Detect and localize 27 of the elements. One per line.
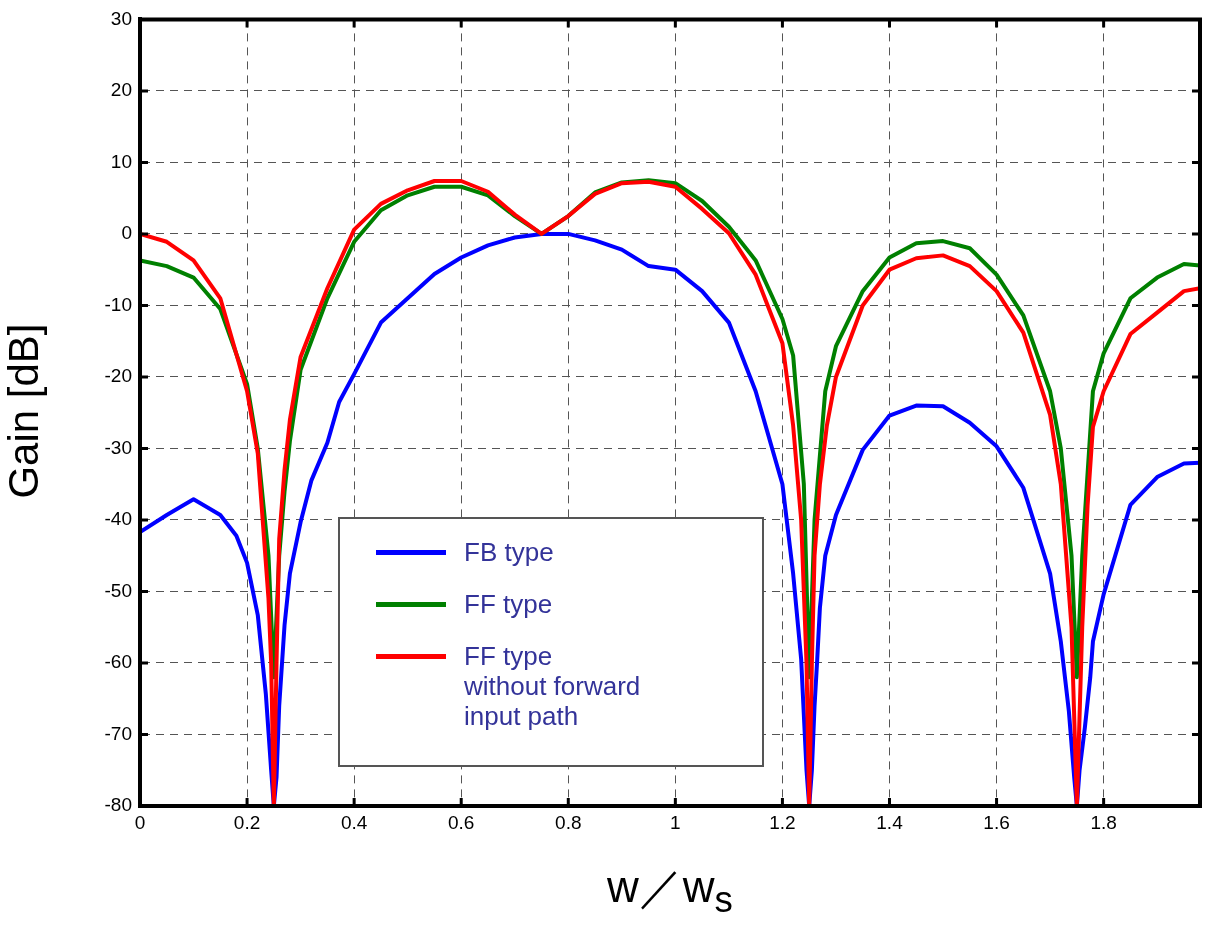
legend-label: FF type without forward input path <box>464 641 641 731</box>
x-tick-label: 1.4 <box>876 811 904 833</box>
legend-label: FB type <box>464 537 554 567</box>
x-tick-label: 1.6 <box>983 811 1010 833</box>
y-tick-label: -10 <box>104 293 132 315</box>
y-tick-label: 30 <box>110 7 132 29</box>
x-tick-label: 0.8 <box>555 811 582 833</box>
y-tick-label: -80 <box>104 794 132 816</box>
y-tick-label: -50 <box>104 579 132 601</box>
x-tick-label: 1.2 <box>769 811 796 833</box>
y-tick-label: -40 <box>104 508 132 530</box>
y-tick-label: 0 <box>121 222 132 244</box>
y-tick-label: -20 <box>104 365 132 387</box>
y-tick-label: -70 <box>104 722 132 744</box>
y-axis-title: Gain [dB] <box>0 323 48 499</box>
x-tick-label: 0.4 <box>340 811 368 833</box>
y-tick-label: 10 <box>110 150 132 172</box>
x-tick-label: 0.2 <box>233 811 261 833</box>
y-tick-label: 20 <box>110 79 132 101</box>
x-axis-title: w／w$_{s}$ <box>606 861 734 921</box>
x-tick-label: 0.6 <box>448 811 475 833</box>
x-tick-label: 1 <box>670 811 681 833</box>
x-tick-label: 1.8 <box>1090 811 1117 833</box>
x-tick-label: 0 <box>134 811 146 833</box>
y-tick-label: -30 <box>104 436 132 458</box>
legend-label: FF type <box>464 589 553 619</box>
y-tick-label: -60 <box>104 651 132 673</box>
